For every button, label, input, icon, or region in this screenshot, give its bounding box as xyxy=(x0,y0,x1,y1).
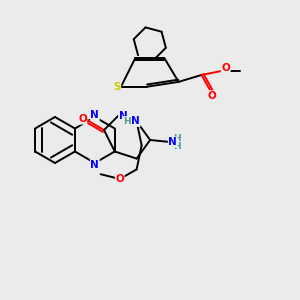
Text: N: N xyxy=(118,111,127,121)
Text: H: H xyxy=(173,142,181,151)
Text: O: O xyxy=(78,114,87,124)
Text: N: N xyxy=(91,110,99,121)
Text: H: H xyxy=(123,117,131,126)
Text: H: H xyxy=(173,134,181,143)
Text: N: N xyxy=(91,160,99,170)
Text: N: N xyxy=(168,137,177,147)
Text: S: S xyxy=(113,82,121,92)
Text: N: N xyxy=(131,116,140,126)
Text: O: O xyxy=(207,91,216,101)
Text: O: O xyxy=(116,174,124,184)
Text: O: O xyxy=(221,63,230,73)
